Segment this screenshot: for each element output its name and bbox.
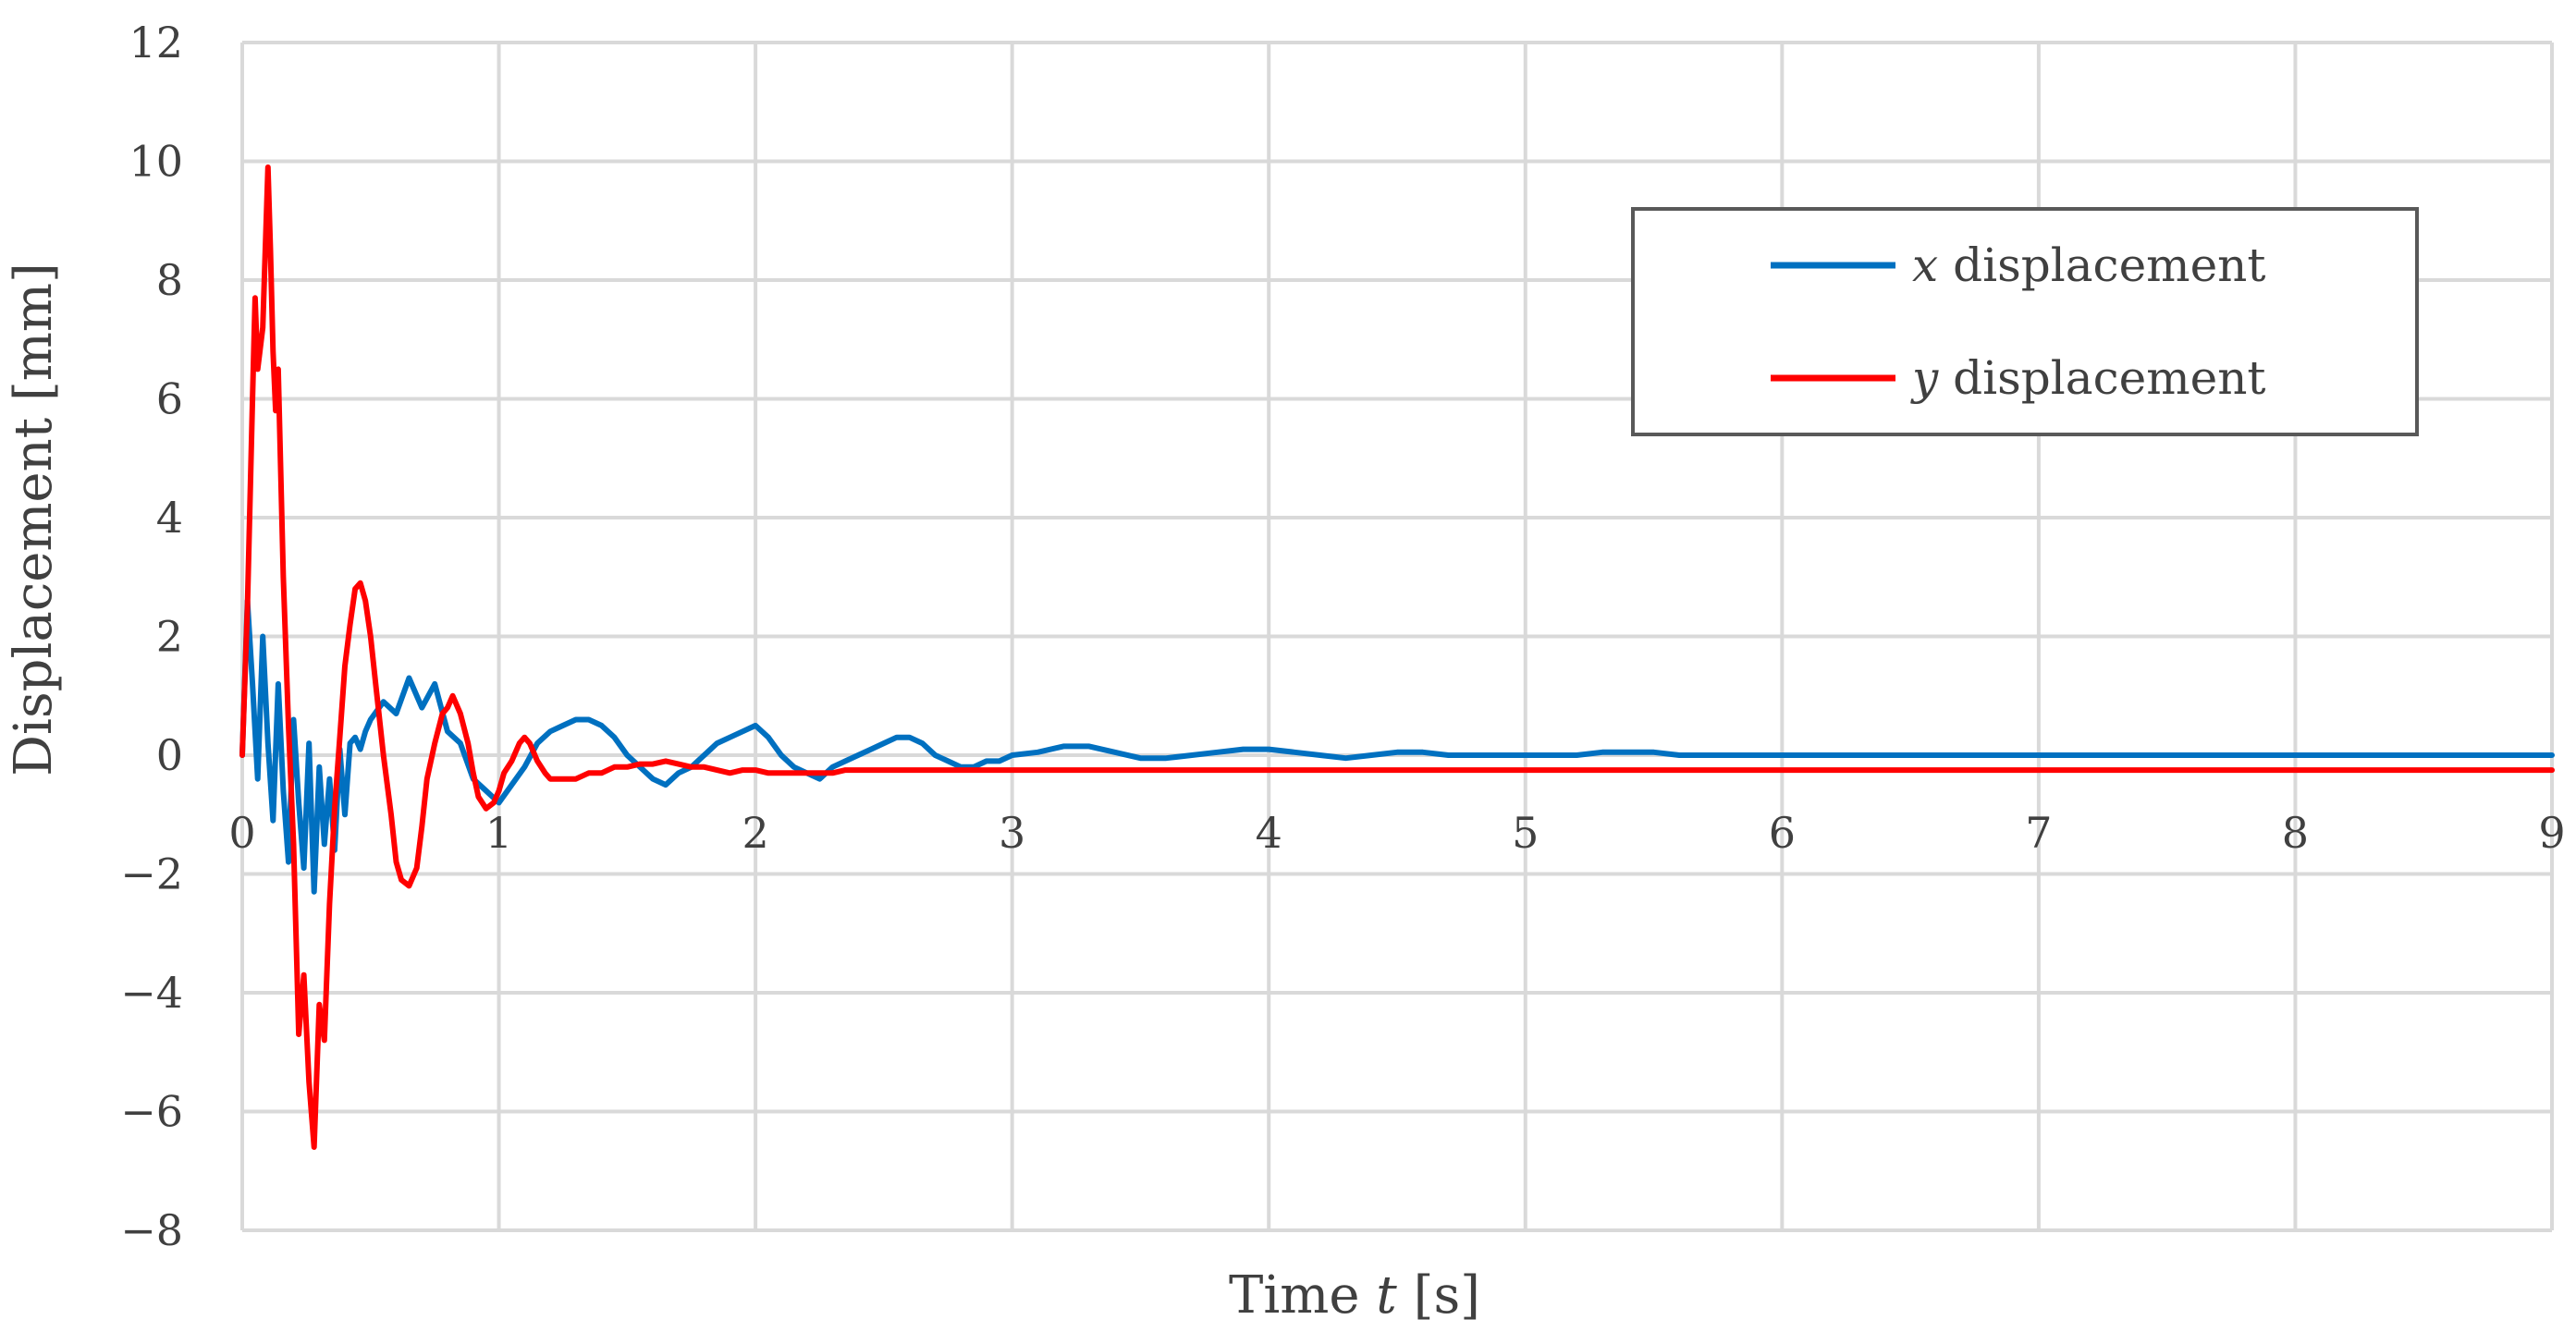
x-tick-label: 2: [742, 808, 768, 858]
y-tick-label: −6: [120, 1087, 183, 1137]
x-tick-label: 7: [2025, 808, 2052, 858]
x-tick-labels: 0 1 2 3 4 5 6 7 8 9: [228, 808, 2565, 858]
x-axis-title: Time t [s]: [1229, 1265, 1480, 1326]
y-tick-label: 4: [156, 493, 183, 543]
y-tick-label: 8: [156, 255, 183, 305]
x-tick-label: 5: [1512, 808, 1539, 858]
y-tick-label: 12: [129, 18, 183, 67]
y-tick-label: −4: [120, 968, 183, 1018]
y-axis-title: Displacement [mm]: [4, 263, 64, 776]
legend: x displacement y displacement: [1631, 207, 2419, 436]
y-tick-label: −2: [120, 849, 183, 899]
legend-label-x: x displacement: [1912, 238, 2265, 292]
series-lines: [239, 164, 2555, 1150]
y-tick-label: 6: [156, 374, 183, 424]
y-tick-labels: −8 −6 −4 −2 0 2 4 6 8 10 12: [120, 18, 183, 1255]
legend-label-y: y displacement: [1910, 351, 2266, 405]
y-tick-label: 0: [156, 730, 183, 780]
x-tick-label: 9: [2538, 808, 2565, 858]
y-tick-label: 10: [129, 137, 183, 187]
x-axis-title-suffix: [s]: [1397, 1265, 1480, 1326]
x-tick-label: 6: [1769, 808, 1796, 858]
x-tick-label: 8: [2282, 808, 2309, 858]
gridlines: [240, 41, 2554, 1232]
x-tick-label: 3: [999, 808, 1025, 858]
legend-box: [1631, 207, 2419, 436]
x-tick-label: 1: [485, 808, 512, 858]
y-tick-label: 2: [156, 612, 183, 662]
x-tick-label: 4: [1256, 808, 1282, 858]
y-tick-label: −8: [120, 1205, 183, 1255]
x-tick-label: 0: [228, 808, 255, 858]
x-axis-title-var: t: [1376, 1265, 1397, 1326]
x-axis-title-prefix: Time: [1229, 1265, 1376, 1326]
series-y-displacement-line: [239, 164, 2555, 1150]
